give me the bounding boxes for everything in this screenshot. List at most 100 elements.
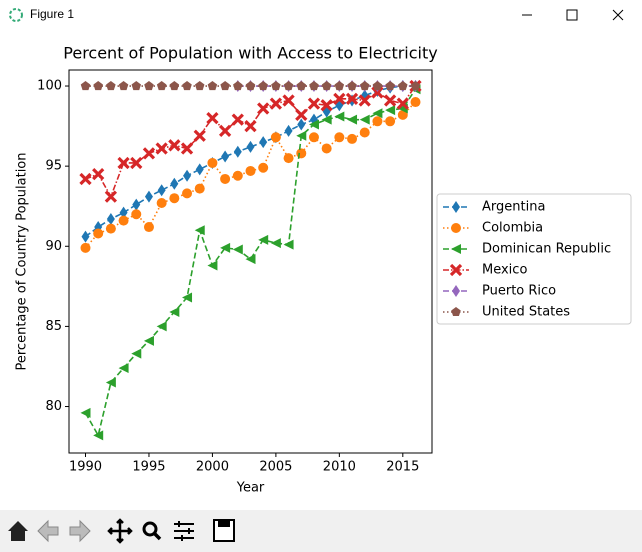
marker	[359, 81, 370, 91]
marker	[142, 147, 156, 160]
marker	[451, 223, 461, 233]
marker	[104, 190, 118, 203]
x-tick-label: 2005	[259, 460, 292, 475]
marker	[321, 143, 332, 154]
marker	[397, 109, 408, 120]
marker	[245, 81, 256, 91]
legend: Argentina Colombia Dominican Republic Mexic…	[436, 193, 632, 325]
marker	[92, 168, 105, 181]
app-icon	[9, 8, 23, 22]
marker	[144, 81, 154, 91]
marker	[296, 130, 307, 141]
marker	[295, 108, 308, 122]
marker	[371, 86, 384, 99]
marker	[385, 105, 396, 116]
marker	[207, 81, 218, 91]
save-button[interactable]	[213, 519, 235, 542]
marker	[131, 209, 142, 220]
y-tick-label: 95	[45, 159, 62, 174]
marker	[220, 242, 231, 253]
marker	[244, 119, 257, 133]
y-tick-label: 100	[37, 79, 62, 94]
legend-label: Colombia	[482, 221, 543, 236]
marker	[296, 81, 307, 91]
x-tick-label: 1995	[132, 460, 165, 475]
pan-button[interactable]	[107, 518, 133, 544]
marker	[218, 124, 232, 138]
marker	[258, 234, 269, 245]
marker	[334, 132, 345, 143]
marker	[308, 132, 319, 143]
marker	[372, 108, 383, 119]
marker	[396, 97, 409, 110]
marker	[168, 139, 181, 152]
marker	[194, 183, 205, 194]
marker	[194, 225, 205, 236]
marker	[297, 118, 306, 131]
marker	[169, 81, 180, 91]
marker	[296, 148, 307, 159]
marker	[81, 230, 90, 243]
marker	[80, 407, 91, 418]
forward-button[interactable]	[69, 519, 91, 543]
marker	[269, 97, 283, 110]
marker	[321, 81, 332, 91]
marker	[118, 81, 129, 91]
marker	[207, 157, 218, 168]
marker	[220, 173, 231, 184]
marker	[372, 116, 383, 127]
marker	[410, 97, 421, 108]
marker	[144, 190, 153, 203]
x-tick-label: 2000	[196, 460, 229, 475]
marker	[245, 254, 256, 265]
marker	[79, 172, 92, 186]
back-button[interactable]	[37, 519, 59, 543]
configure-button[interactable]	[174, 521, 194, 541]
marker	[259, 136, 268, 149]
marker	[258, 162, 269, 173]
maximize-button[interactable]	[566, 9, 578, 21]
legend-label: Mexico	[482, 263, 527, 278]
close-button[interactable]	[612, 9, 624, 21]
marker	[221, 150, 230, 163]
zoom-button[interactable]	[142, 521, 162, 541]
marker	[232, 244, 243, 255]
marker	[334, 81, 345, 91]
marker	[282, 94, 295, 107]
marker	[80, 81, 91, 91]
marker	[398, 81, 408, 91]
marker	[155, 142, 168, 155]
marker	[283, 81, 294, 91]
marker	[105, 223, 116, 234]
marker	[233, 145, 242, 158]
legend-label: United States	[482, 305, 570, 320]
marker	[271, 81, 281, 91]
y-tick-label: 90	[45, 239, 62, 254]
chart-title: Percent of Population with Access to Ele…	[63, 44, 437, 63]
marker	[132, 198, 141, 211]
marker	[385, 116, 396, 127]
x-tick-label: 1990	[69, 460, 102, 475]
marker	[106, 213, 115, 226]
title-bar: Figure 1	[9, 7, 624, 22]
x-tick-label: 2010	[323, 460, 356, 475]
marker	[347, 81, 357, 91]
y-tick-label: 80	[45, 399, 62, 414]
marker	[333, 92, 346, 105]
marker	[245, 165, 256, 176]
home-button[interactable]	[8, 521, 28, 541]
marker	[451, 244, 461, 254]
marker	[156, 81, 167, 91]
y-tick-label: 85	[45, 319, 62, 334]
marker	[283, 239, 294, 250]
marker	[308, 119, 319, 130]
marker	[105, 377, 116, 388]
marker	[372, 81, 383, 91]
marker	[119, 206, 128, 219]
x-axis-label: Year	[236, 481, 265, 496]
marker	[449, 263, 463, 277]
marker	[131, 81, 142, 91]
marker	[193, 129, 206, 142]
toolbar	[0, 510, 642, 552]
marker	[334, 111, 345, 122]
